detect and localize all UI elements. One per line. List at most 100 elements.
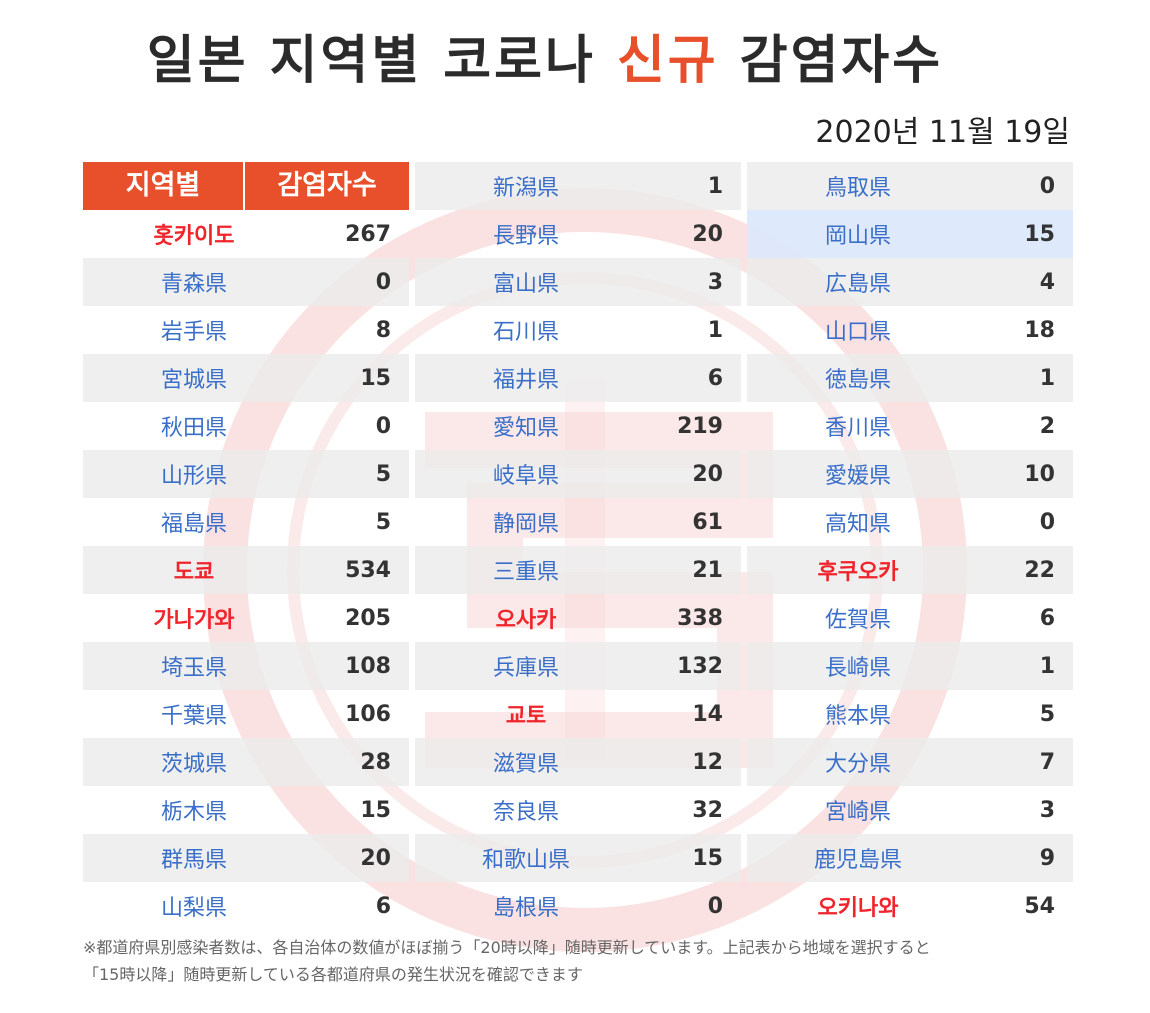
region-name[interactable]: 宮崎県: [824, 800, 891, 825]
table-row[interactable]: 宮城県 15: [83, 354, 409, 402]
region-name[interactable]: 富山県: [492, 272, 559, 297]
table-row[interactable]: 후쿠오카 22: [747, 546, 1073, 594]
table-row[interactable]: 茨城県 28: [83, 738, 409, 786]
case-count: 0: [1039, 173, 1055, 199]
table-row[interactable]: 岡山県 15: [747, 210, 1073, 258]
table-row[interactable]: 新潟県 1: [415, 162, 741, 210]
region-name[interactable]: 교토: [505, 704, 547, 729]
case-count: 0: [707, 893, 723, 919]
table-row[interactable]: 愛知県 219: [415, 402, 741, 450]
region-name[interactable]: 香川県: [824, 416, 891, 441]
region-name[interactable]: 滋賀県: [492, 752, 559, 777]
table-row[interactable]: 大分県 7: [747, 738, 1073, 786]
region-name[interactable]: 奈良県: [492, 800, 559, 825]
table-row[interactable]: 佐賀県 6: [747, 594, 1073, 642]
table-row[interactable]: 오사카 338: [415, 594, 741, 642]
region-name[interactable]: 和歌山県: [481, 848, 570, 873]
region-name[interactable]: 石川県: [492, 320, 559, 345]
region-name[interactable]: 山口県: [824, 320, 891, 345]
region-name[interactable]: 岩手県: [160, 320, 227, 345]
table-row[interactable]: 岩手県 8: [83, 306, 409, 354]
region-name[interactable]: 群馬県: [160, 848, 227, 873]
region-name[interactable]: 宮城県: [160, 368, 227, 393]
table-row[interactable]: 兵庫県 132: [415, 642, 741, 690]
region-name[interactable]: 青森県: [160, 272, 227, 297]
region-name[interactable]: 広島県: [824, 272, 891, 297]
table-row[interactable]: 山梨県 6: [83, 882, 409, 930]
table-row[interactable]: 岐阜県 20: [415, 450, 741, 498]
table-row[interactable]: 香川県 2: [747, 402, 1073, 450]
region-name[interactable]: 栃木県: [160, 800, 227, 825]
region-name[interactable]: 가나가와: [153, 608, 235, 633]
table-row[interactable]: 奈良県 32: [415, 786, 741, 834]
region-name[interactable]: 愛媛県: [824, 464, 891, 489]
region-name[interactable]: 大分県: [824, 752, 891, 777]
region-name[interactable]: 鳥取県: [824, 176, 891, 201]
table-row[interactable]: 島根県 0: [415, 882, 741, 930]
table-row[interactable]: 青森県 0: [83, 258, 409, 306]
table-row[interactable]: 三重県 21: [415, 546, 741, 594]
table-row[interactable]: 群馬県 20: [83, 834, 409, 882]
region-name[interactable]: 오키나와: [817, 896, 899, 921]
table-row[interactable]: 富山県 3: [415, 258, 741, 306]
table-row[interactable]: 長崎県 1: [747, 642, 1073, 690]
table-row[interactable]: 和歌山県 15: [415, 834, 741, 882]
region-name[interactable]: 후쿠오카: [817, 560, 899, 585]
region-name[interactable]: 長崎県: [824, 656, 891, 681]
table-row[interactable]: 가나가와 205: [83, 594, 409, 642]
table-row[interactable]: 愛媛県 10: [747, 450, 1073, 498]
table-row[interactable]: 福井県 6: [415, 354, 741, 402]
region-name[interactable]: 山梨県: [160, 896, 227, 921]
table-row[interactable]: 埼玉県 108: [83, 642, 409, 690]
table-row[interactable]: 홋카이도 267: [83, 210, 409, 258]
table-row[interactable]: 熊本県 5: [747, 690, 1073, 738]
region-name[interactable]: 静岡県: [492, 512, 559, 537]
table-row[interactable]: 山形県 5: [83, 450, 409, 498]
region-name[interactable]: 埼玉県: [160, 656, 227, 681]
region-name[interactable]: 愛知県: [492, 416, 559, 441]
table-row[interactable]: 山口県 18: [747, 306, 1073, 354]
region-name[interactable]: 佐賀県: [824, 608, 891, 633]
table-row[interactable]: 長野県 20: [415, 210, 741, 258]
table-row[interactable]: 高知県 0: [747, 498, 1073, 546]
region-name[interactable]: 山形県: [160, 464, 227, 489]
table-row[interactable]: 広島県 4: [747, 258, 1073, 306]
table-row[interactable]: 秋田県 0: [83, 402, 409, 450]
table-row[interactable]: 鳥取県 0: [747, 162, 1073, 210]
region-name[interactable]: 福井県: [492, 368, 559, 393]
table-row[interactable]: 福島県 5: [83, 498, 409, 546]
region-name[interactable]: 홋카이도: [153, 224, 235, 249]
region-name[interactable]: 長野県: [492, 224, 559, 249]
table-row[interactable]: 栃木県 15: [83, 786, 409, 834]
table-row[interactable]: 宮崎県 3: [747, 786, 1073, 834]
region-name[interactable]: 千葉県: [160, 704, 227, 729]
region-name[interactable]: 岡山県: [824, 224, 891, 249]
case-count: 3: [707, 269, 723, 295]
region-name[interactable]: 鹿児島県: [813, 848, 902, 873]
table-row[interactable]: 滋賀県 12: [415, 738, 741, 786]
region-name[interactable]: 도쿄: [173, 560, 215, 585]
table-row[interactable]: 静岡県 61: [415, 498, 741, 546]
case-count: 14: [692, 701, 723, 727]
table-row[interactable]: 鹿児島県 9: [747, 834, 1073, 882]
region-name[interactable]: 福島県: [160, 512, 227, 537]
region-name[interactable]: 秋田県: [160, 416, 227, 441]
table-row[interactable]: 千葉県 106: [83, 690, 409, 738]
region-name[interactable]: 三重県: [492, 560, 559, 585]
table-row[interactable]: 교토 14: [415, 690, 741, 738]
region-name[interactable]: 徳島県: [824, 368, 891, 393]
table-row[interactable]: 오키나와 54: [747, 882, 1073, 930]
table-row[interactable]: 도쿄 534: [83, 546, 409, 594]
case-count: 0: [375, 269, 391, 295]
region-name[interactable]: 岐阜県: [492, 464, 559, 489]
region-name[interactable]: 熊本県: [824, 704, 891, 729]
case-count: 0: [1039, 509, 1055, 535]
region-name[interactable]: 新潟県: [492, 176, 559, 201]
table-row[interactable]: 石川県 1: [415, 306, 741, 354]
region-name[interactable]: 高知県: [824, 512, 891, 537]
region-name[interactable]: 茨城県: [160, 752, 227, 777]
table-row[interactable]: 徳島県 1: [747, 354, 1073, 402]
region-name[interactable]: 兵庫県: [492, 656, 559, 681]
region-name[interactable]: 島根県: [492, 896, 559, 921]
region-name[interactable]: 오사카: [495, 608, 557, 633]
